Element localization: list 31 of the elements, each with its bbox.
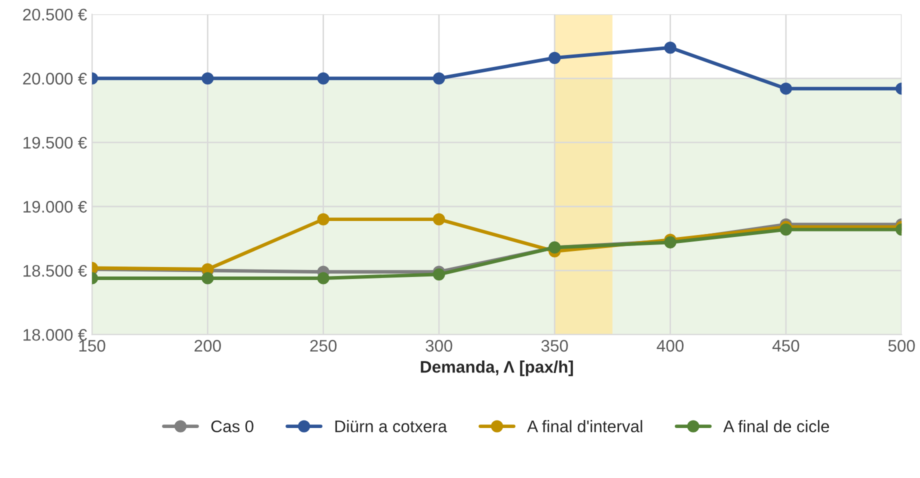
y-tick-label: 20.000 € [23, 72, 87, 85]
x-tick-label: 250 [310, 340, 337, 352]
y-tick-label: 18.000 € [24, 329, 87, 341]
legend-label: A final de cicle [723, 420, 830, 432]
y-tick-label: 18.500 € [24, 264, 87, 277]
x-tick-label: 200 [194, 340, 221, 352]
legend-label: Cas 0 [211, 420, 254, 432]
point [317, 213, 330, 226]
point [548, 52, 561, 64]
point [432, 213, 446, 226]
point [780, 223, 792, 236]
x-tick-label: 450 [772, 340, 800, 352]
x-axis-title: Demanda, Λ [pax/h] [420, 360, 573, 376]
x-tick-label: 150 [79, 340, 106, 352]
point [202, 72, 214, 84]
point [432, 72, 446, 84]
y-tick-label: 20.500 € [23, 8, 87, 21]
x-tick-label: 350 [541, 340, 568, 352]
y-tick-label: 19.500 € [24, 136, 87, 149]
x-tick-label: 500 [888, 340, 915, 352]
x-tick-label: 400 [656, 340, 684, 352]
point [780, 82, 792, 95]
point [317, 72, 330, 84]
point [202, 272, 214, 284]
point [664, 42, 676, 54]
point [317, 272, 330, 284]
legend-label: A final d'interval [527, 420, 642, 432]
x-tick-label: 300 [426, 340, 452, 352]
point [432, 268, 446, 280]
legend-label: Diürn a cotxera [335, 420, 448, 432]
y-tick-label: 19.000 € [24, 200, 87, 213]
